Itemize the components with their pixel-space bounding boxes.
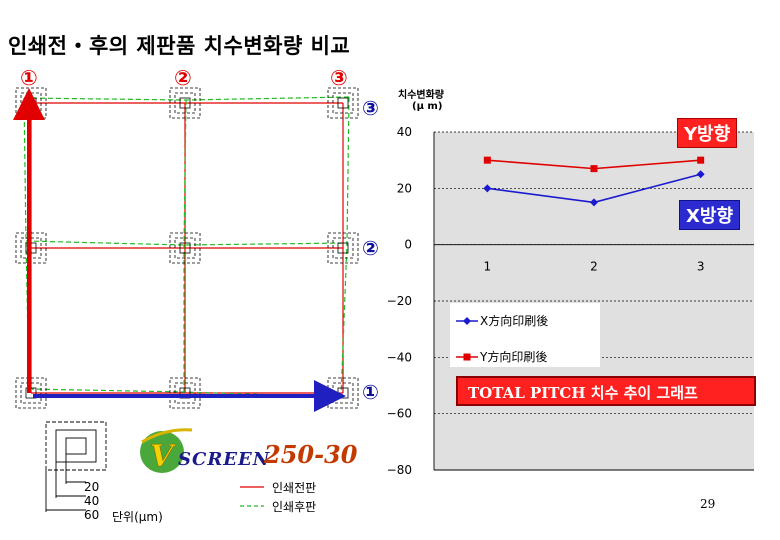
x-tick-label: 3 [697, 260, 705, 274]
legend-label-after: 인쇄후판 [272, 500, 317, 514]
legend-swatch-marker [463, 353, 471, 361]
page-number: 29 [700, 497, 716, 511]
chart-y-axis-unit: (μ m) [412, 101, 443, 112]
data-point [590, 198, 598, 207]
marker-size-60: 60 [84, 508, 100, 522]
y-tick-label: 20 [397, 181, 412, 195]
register-mark-size-legend [45, 421, 107, 512]
before-print-grid [30, 102, 344, 394]
y-tick-label: −80 [387, 463, 412, 477]
register-mark [327, 232, 359, 264]
column-label-2: ② [174, 66, 192, 90]
y-tick-label: −60 [387, 407, 412, 421]
y-tick-label: 0 [404, 238, 412, 252]
after-row-top [23, 96, 350, 101]
y-direction-tag: Y방향 [677, 118, 738, 148]
data-point [483, 184, 492, 193]
marker-size-40: 40 [84, 494, 100, 508]
column-label-3: ③ [330, 66, 348, 90]
legend-swatch-marker [463, 317, 471, 325]
chart-y-axis-title: 치수변화량 [398, 90, 444, 101]
screen-logo-icon: V [140, 428, 193, 474]
legend-label-before: 인쇄전판 [272, 481, 317, 495]
x-direction-tag: X방향 [679, 200, 740, 230]
logo-wordmark: SCREEN [178, 449, 271, 470]
column-label-1: ① [20, 66, 38, 90]
register-mark [327, 87, 359, 119]
data-point [697, 156, 705, 164]
marker-size-20: 20 [84, 480, 100, 494]
register-mark [169, 232, 201, 264]
legend-label: X方向印刷後 [480, 313, 548, 328]
dimension-change-chart: 40 20 0 −20 −40 −60 −80 1 2 3 X方向印刷後 Y方向印刷後 [387, 125, 754, 477]
after-col-middle [183, 99, 187, 392]
x-tick-label: 2 [590, 260, 598, 274]
y-tick-label: −40 [387, 350, 412, 364]
data-point [590, 165, 598, 173]
line-style-legend [240, 486, 264, 507]
row-label-3: ③ [362, 96, 379, 120]
data-point [696, 170, 705, 179]
after-row-middle [25, 240, 348, 246]
page-title: 인쇄전・후의 제판품 치수변화량 비교 [8, 34, 351, 58]
plate-grid-diagram [13, 87, 359, 412]
row-label-2: ② [362, 236, 379, 260]
unit-label: 단위(μm) [112, 510, 163, 524]
legend-label: Y方向印刷後 [479, 349, 547, 364]
chart-caption-box: TOTAL PITCH 치수 추이 그래프 [456, 376, 756, 406]
x-tick-label: 1 [484, 260, 492, 274]
after-print-grid [23, 96, 350, 398]
model-number: 250-30 [264, 440, 358, 469]
svg-text:V: V [150, 439, 176, 474]
row-label-1: ① [362, 380, 379, 404]
y-tick-label: −20 [387, 294, 412, 308]
register-mark [169, 87, 201, 119]
y-tick-label: 40 [397, 125, 412, 139]
data-point [483, 156, 491, 164]
